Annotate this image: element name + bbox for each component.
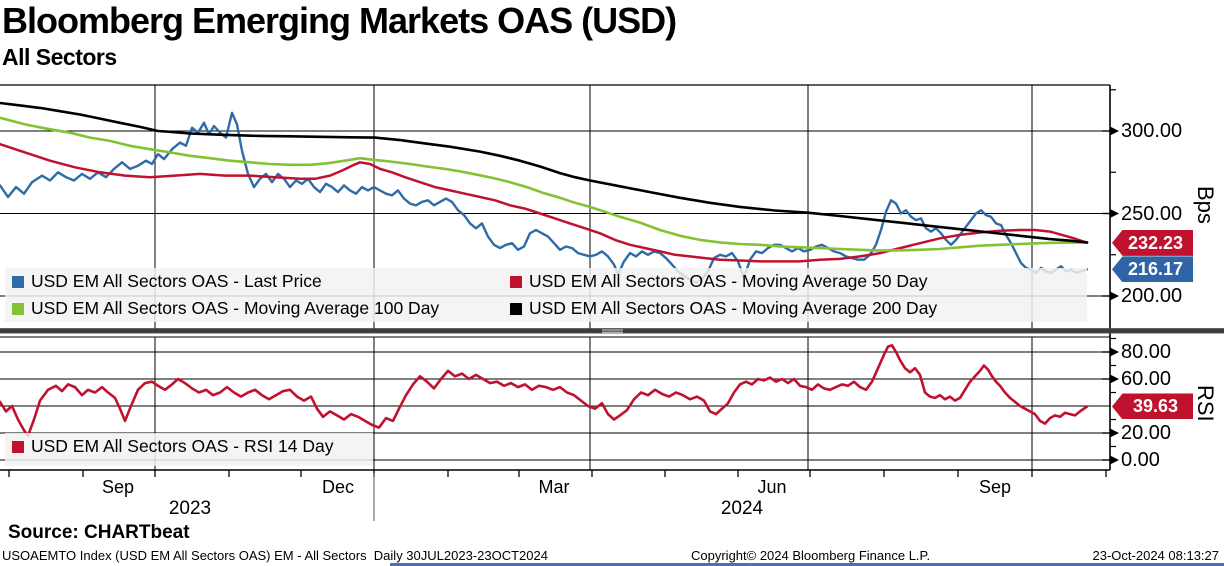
legend-swatch-ma200 bbox=[510, 302, 522, 315]
y-tick-arrow bbox=[1110, 428, 1119, 438]
x-month-label: Dec bbox=[321, 477, 354, 497]
y-tick-arrow bbox=[1110, 374, 1119, 384]
x-year-label: 2024 bbox=[720, 498, 764, 519]
legend-swatch-rsi14 bbox=[12, 440, 24, 453]
legend-label: USD EM All Sectors OAS - Last Price bbox=[31, 271, 322, 291]
footer-timestamp: 23-Oct-2024 08:13:27 bbox=[1092, 548, 1219, 563]
source-label: Source: CHARTbeat bbox=[8, 522, 190, 543]
y-tick-arrow bbox=[1110, 291, 1119, 301]
y-tick-label: 80.00 bbox=[1121, 341, 1172, 363]
series-ma100-line bbox=[0, 116, 1089, 252]
legend-swatch-last_price bbox=[12, 275, 24, 288]
y-tick-arrow bbox=[1110, 347, 1119, 357]
legend-main: USD EM All Sectors OAS - Last Price USD E… bbox=[5, 268, 1087, 322]
page-subtitle: All Sectors bbox=[2, 44, 117, 70]
value-tag-ma50: 232.23 bbox=[1112, 229, 1193, 256]
y-tick-label: 20.00 bbox=[1121, 422, 1172, 444]
series-last_price-line bbox=[0, 111, 1089, 284]
footer-copyright: Copyright© 2024 Bloomberg Finance L.P. bbox=[691, 548, 931, 563]
legend-item-ma50[interactable]: USD EM All Sectors OAS - Moving Average … bbox=[503, 268, 1087, 295]
legend-label: USD EM All Sectors OAS - Moving Average … bbox=[529, 271, 928, 291]
y-tick-label: 250.00 bbox=[1121, 202, 1183, 225]
y-axis-unit-bps: Bps bbox=[1193, 186, 1218, 224]
x-month-label: Sep bbox=[978, 477, 1012, 497]
legend-item-last_price[interactable]: USD EM All Sectors OAS - Last Price bbox=[5, 268, 503, 295]
y-tick-arrow bbox=[1110, 455, 1119, 465]
legend-label: USD EM All Sectors OAS - Moving Average … bbox=[529, 298, 938, 318]
x-month-label: Mar bbox=[538, 477, 570, 497]
legend-item-ma200[interactable]: USD EM All Sectors OAS - Moving Average … bbox=[503, 295, 1087, 322]
legend-label: USD EM All Sectors OAS - Moving Average … bbox=[31, 298, 440, 318]
x-year-label: 2023 bbox=[168, 498, 212, 519]
legend-swatch-ma50 bbox=[510, 275, 522, 288]
value-tag-rsi14: 39.63 bbox=[1112, 393, 1193, 420]
y-axis-unit-rsi: RSI bbox=[1193, 385, 1218, 422]
y-tick-label: 200.00 bbox=[1121, 285, 1183, 307]
bottom-edge-bar bbox=[390, 563, 1224, 566]
page-title: Bloomberg Emerging Markets OAS (USD) bbox=[2, 0, 677, 41]
series-rsi14-line bbox=[0, 343, 1089, 438]
legend-label: USD EM All Sectors OAS - RSI 14 Day bbox=[31, 436, 334, 456]
value-tag-last_price: 216.17 bbox=[1112, 256, 1193, 283]
y-tick-arrow bbox=[1110, 209, 1119, 218]
legend-item-ma100[interactable]: USD EM All Sectors OAS - Moving Average … bbox=[5, 295, 503, 322]
y-tick-label: 300.00 bbox=[1121, 120, 1183, 142]
footer-index-note: USOAEMTO Index (USD EM All Sectors OAS) … bbox=[2, 548, 548, 563]
x-month-label: Jun bbox=[757, 477, 787, 497]
series-ma200-line bbox=[0, 101, 1089, 244]
y-tick-label: 0.00 bbox=[1121, 449, 1160, 471]
x-month-label: Sep bbox=[101, 477, 135, 497]
y-tick-arrow bbox=[1110, 126, 1119, 136]
y-tick-label: 60.00 bbox=[1121, 368, 1172, 390]
legend-swatch-ma100 bbox=[12, 302, 24, 315]
legend-item-rsi14[interactable]: USD EM All Sectors OAS - RSI 14 Day bbox=[5, 433, 333, 460]
legend-rsi: USD EM All Sectors OAS - RSI 14 Day bbox=[5, 433, 373, 466]
series-ma50-line bbox=[0, 142, 1089, 263]
panel-separator[interactable] bbox=[0, 328, 1224, 334]
